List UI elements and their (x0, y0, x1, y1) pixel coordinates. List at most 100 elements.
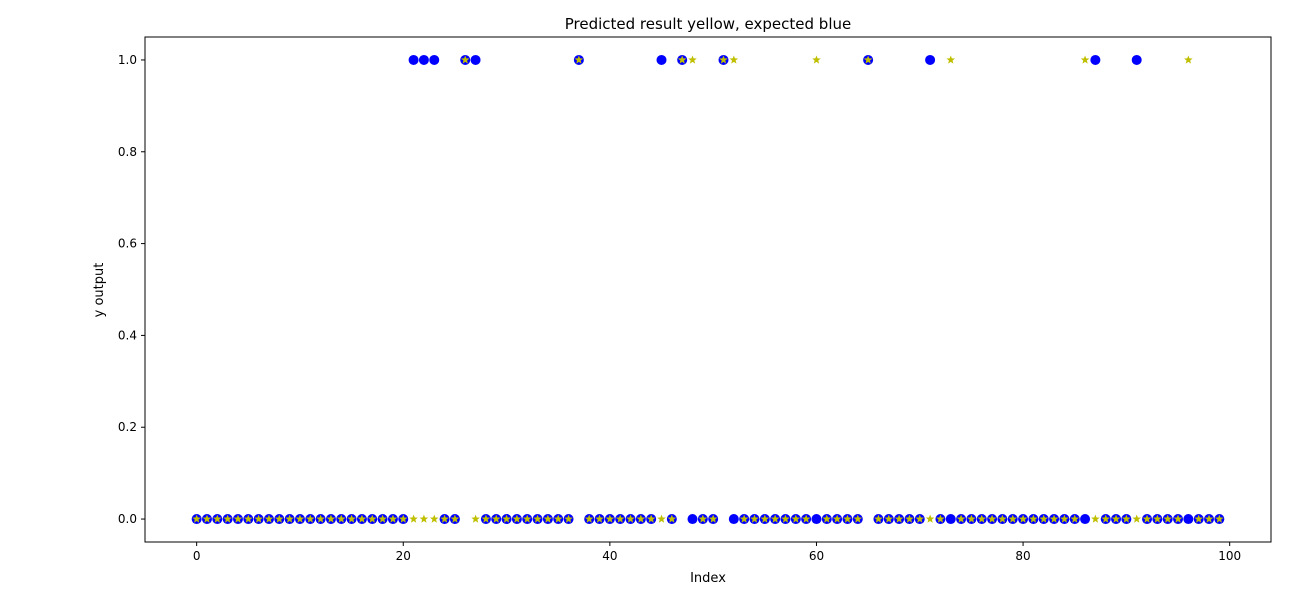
predicted-point (657, 514, 666, 523)
expected-point (1183, 514, 1194, 525)
predicted-point (254, 514, 263, 523)
predicted-point (502, 514, 511, 523)
expected-point (687, 514, 698, 525)
predicted-point (285, 514, 294, 523)
predicted-point (595, 514, 604, 523)
predicted-point (915, 514, 925, 523)
predicted-point (925, 514, 935, 523)
predicted-point (1018, 514, 1028, 523)
predicted-point (192, 514, 201, 523)
predicted-point (1080, 55, 1090, 64)
predicted-point (998, 514, 1007, 523)
x-tick-label: 60 (809, 549, 824, 563)
predicted-point (378, 514, 387, 523)
predicted-point (553, 514, 563, 523)
predicted-point (801, 514, 811, 523)
predicted-point (574, 55, 584, 64)
predicted-point (1142, 514, 1152, 523)
predicted-point (1049, 514, 1059, 523)
predicted-point (1039, 514, 1049, 523)
predicted-point (543, 514, 553, 523)
predicted-point (853, 514, 863, 523)
y-axis-label: y output (92, 263, 107, 318)
predicted-point (481, 514, 491, 523)
predicted-point (956, 514, 966, 523)
plot-area (145, 37, 1271, 542)
predicted-point (1194, 514, 1203, 523)
chart-title: Predicted result yellow, expected blue (565, 15, 851, 33)
y-tick-label: 0.2 (118, 420, 137, 434)
predicted-point (1091, 514, 1100, 523)
predicted-point (1204, 514, 1214, 523)
predicted-point (905, 514, 914, 523)
predicted-point (512, 514, 522, 523)
predicted-point (739, 514, 749, 523)
expected-point (925, 54, 936, 65)
predicted-point (1173, 514, 1183, 523)
predicted-point (843, 514, 852, 523)
predicted-point (264, 514, 274, 523)
expected-point (418, 54, 429, 65)
predicted-point (1122, 514, 1131, 523)
expected-point (429, 54, 440, 65)
predicted-point (750, 514, 759, 523)
predicted-point (244, 514, 253, 523)
x-tick-label: 20 (396, 549, 411, 563)
predicted-point (1215, 514, 1224, 523)
predicted-point (398, 514, 408, 523)
predicted-point (884, 514, 894, 523)
x-tick-label: 80 (1015, 549, 1030, 563)
predicted-point (677, 55, 687, 64)
y-tick-label: 0.8 (118, 145, 137, 159)
predicted-point (306, 514, 315, 523)
x-tick-label: 0 (193, 549, 201, 563)
series-layer (191, 54, 1225, 525)
x-tick-label: 40 (602, 549, 617, 563)
expected-point (1131, 54, 1142, 65)
predicted-point (533, 514, 542, 523)
predicted-point (1111, 514, 1121, 523)
predicted-point (1060, 514, 1069, 523)
expected-point (408, 54, 419, 65)
expected-point (728, 514, 739, 525)
predicted-point (605, 514, 615, 523)
predicted-point (409, 514, 418, 523)
predicted-point (708, 514, 718, 523)
predicted-point (1132, 514, 1141, 523)
predicted-point (347, 514, 356, 523)
predicted-point (874, 514, 883, 523)
expected-point (945, 514, 956, 525)
predicted-point (729, 55, 739, 64)
predicted-point (822, 514, 832, 523)
expected-point (811, 514, 822, 525)
predicted-point (1070, 514, 1079, 523)
y-tick-label: 0.0 (118, 512, 137, 526)
predicted-point (357, 514, 367, 523)
predicted-point (1101, 514, 1110, 523)
predicted-point (213, 514, 222, 523)
predicted-point (471, 514, 480, 523)
predicted-point (698, 514, 708, 523)
predicted-point (936, 514, 945, 523)
predicted-point (646, 514, 656, 523)
expected-point (470, 54, 481, 65)
predicted-point (275, 514, 284, 523)
predicted-point (636, 514, 646, 523)
predicted-point (295, 514, 305, 523)
predicted-point (812, 55, 821, 64)
predicted-point (863, 55, 873, 64)
predicted-point (688, 55, 697, 64)
predicted-point (626, 514, 635, 523)
plot-background (145, 37, 1271, 542)
predicted-point (760, 514, 770, 523)
predicted-point (967, 514, 976, 523)
predicted-point (419, 514, 429, 523)
axis-layer: 0 20 40 60 80 100 0.0 0.2 0.4 0.6 0.8 1.0 (118, 36, 1272, 563)
predicted-point (584, 514, 594, 523)
predicted-point (388, 514, 398, 523)
predicted-point (440, 514, 449, 523)
predicted-point (1008, 514, 1018, 523)
y-tick-label: 1.0 (118, 53, 137, 67)
predicted-point (770, 514, 780, 523)
predicted-point (491, 514, 501, 523)
